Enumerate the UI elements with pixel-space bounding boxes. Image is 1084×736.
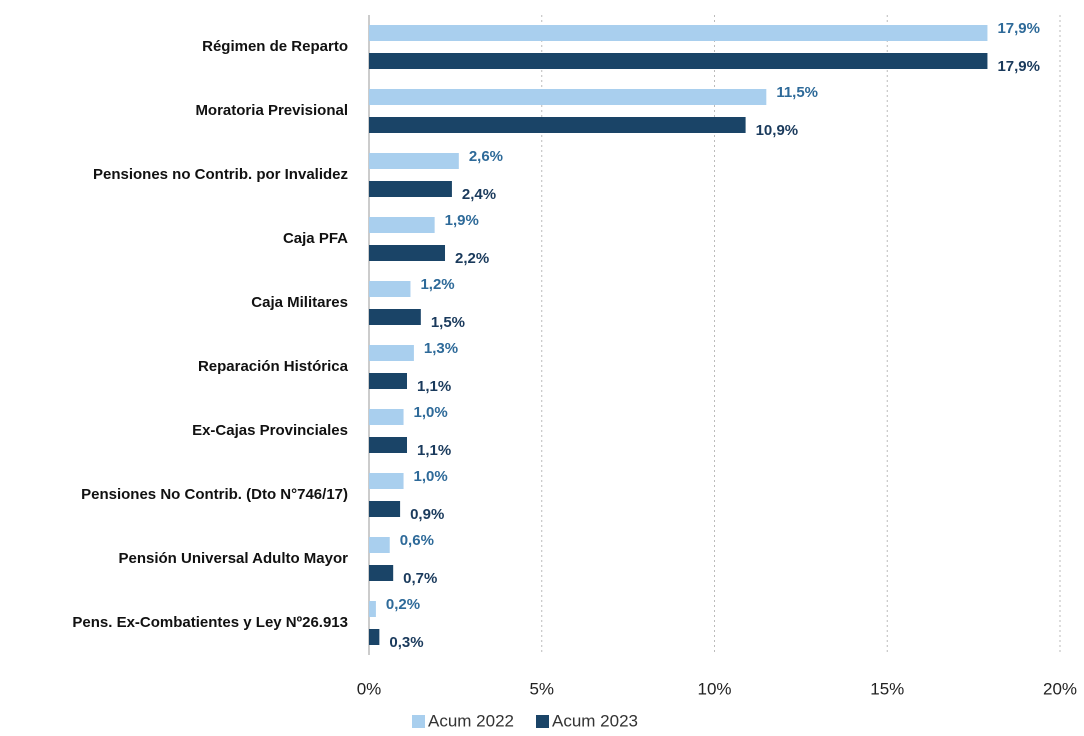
value-label: 1,0% [414,468,448,485]
value-label: 1,3% [424,340,458,357]
value-label: 0,6% [400,532,434,549]
legend-label: Acum 2022 [428,711,514,730]
category-label: Pensión Universal Adulto Mayor [119,550,349,567]
bar [369,373,408,389]
bar [369,153,459,169]
bar [369,309,421,325]
category-label: Pensiones no Contrib. por Invalidez [93,166,348,183]
bar [369,473,404,489]
value-label: 1,0% [414,404,448,421]
bar [369,409,404,425]
x-tick-label: 10% [697,679,731,698]
value-label: 1,9% [445,212,479,229]
value-label: 0,3% [389,634,423,651]
x-tick-label: 20% [1043,679,1077,698]
value-label: 1,5% [431,314,465,331]
legend-swatch [536,715,549,728]
category-label: Caja Militares [251,294,348,311]
legend-swatch [412,715,425,728]
category-label: Ex-Cajas Provinciales [192,422,348,439]
value-label: 0,9% [410,506,444,523]
value-label: 17,9% [997,58,1040,75]
bar [369,345,414,361]
bar [369,217,435,233]
bar [369,629,380,645]
bar [369,89,767,105]
category-label: Caja PFA [283,230,348,247]
bar [369,437,408,453]
value-label: 1,1% [417,442,451,459]
bar [369,181,452,197]
bar [369,53,988,69]
legend-label: Acum 2023 [552,711,638,730]
bar [369,25,988,41]
bar [369,117,746,133]
x-tick-label: 5% [529,679,554,698]
bar [369,601,376,617]
bar [369,565,394,581]
category-label: Reparación Histórica [198,358,349,375]
value-label: 17,9% [997,20,1040,37]
value-label: 2,6% [469,148,503,165]
value-label: 1,2% [420,276,454,293]
value-label: 2,4% [462,186,496,203]
category-label: Pensiones No Contrib. (Dto N°746/17) [81,486,348,503]
category-label: Moratoria Previsional [195,102,348,119]
bar [369,281,411,297]
bar [369,245,446,261]
value-label: 10,9% [756,122,799,139]
value-label: 2,2% [455,250,489,267]
x-tick-label: 15% [870,679,904,698]
bar [369,537,390,553]
value-label: 0,2% [386,596,420,613]
bar [369,501,401,517]
category-label: Régimen de Reparto [202,38,348,55]
category-label: Pens. Ex-Combatientes y Ley Nº26.913 [72,614,348,631]
value-label: 0,7% [403,570,437,587]
value-label: 1,1% [417,378,451,395]
x-tick-label: 0% [357,679,382,698]
value-label: 11,5% [776,84,818,101]
